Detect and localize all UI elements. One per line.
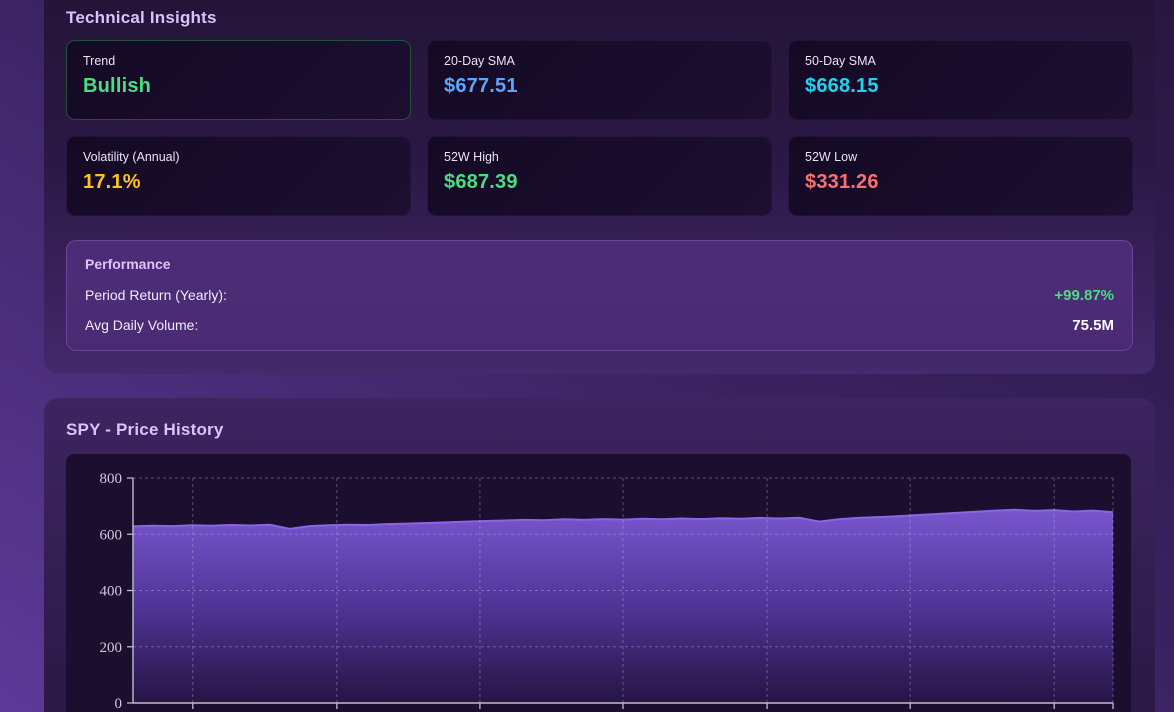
metric-label: Trend [83, 54, 116, 68]
performance-row-label: Avg Daily Volume: [85, 317, 199, 333]
metric-card-20d-sma: 20-Day SMA $677.51 [427, 40, 772, 120]
svg-text:400: 400 [100, 584, 123, 600]
performance-row-label: Period Return (Yearly): [85, 287, 227, 303]
price-history-panel: SPY - Price History 0 200 400 600 800 [44, 398, 1155, 712]
metric-value: Bullish [83, 75, 152, 97]
svg-text:0: 0 [115, 696, 123, 712]
metric-value: $331.26 [805, 171, 879, 193]
technical-insights-panel: Technical Insights Trend Bullish 20-Day … [44, 0, 1155, 374]
metric-card-52w-low: 52W Low $331.26 [788, 136, 1133, 216]
metric-value: $687.39 [444, 171, 518, 193]
price-history-title: SPY - Price History [66, 420, 224, 439]
metric-value: $668.15 [805, 75, 879, 97]
area-chart-canvas: 0 200 400 600 800 [100, 471, 1114, 712]
performance-row-avg-volume: Avg Daily Volume: 75.5M [85, 317, 1114, 334]
svg-text:200: 200 [100, 640, 123, 656]
metric-card-trend: Trend Bullish [66, 40, 411, 120]
metric-card-volatility: Volatility (Annual) 17.1% [66, 136, 411, 216]
metric-label: 52W High [444, 150, 499, 164]
metric-value: 17.1% [83, 171, 141, 193]
performance-title: Performance [85, 256, 171, 272]
svg-text:800: 800 [100, 471, 123, 487]
metric-card-50d-sma: 50-Day SMA $668.15 [788, 40, 1133, 120]
svg-text:600: 600 [100, 527, 123, 543]
metric-card-52w-high: 52W High $687.39 [427, 136, 772, 216]
performance-row-value: +99.87% [1054, 287, 1114, 304]
price-history-chart: 0 200 400 600 800 [66, 454, 1131, 712]
performance-row-period-return: Period Return (Yearly): +99.87% [85, 287, 1114, 304]
metric-label: 20-Day SMA [444, 54, 515, 68]
performance-row-value: 75.5M [1072, 317, 1114, 334]
technical-insights-title: Technical Insights [66, 8, 217, 27]
performance-box: Performance Period Return (Yearly): +99.… [66, 240, 1133, 351]
metric-cards-grid: Trend Bullish 20-Day SMA $677.51 50-Day … [66, 40, 1133, 216]
metric-label: Volatility (Annual) [83, 150, 180, 164]
metric-value: $677.51 [444, 75, 518, 97]
metric-label: 50-Day SMA [805, 54, 876, 68]
metric-label: 52W Low [805, 150, 858, 164]
